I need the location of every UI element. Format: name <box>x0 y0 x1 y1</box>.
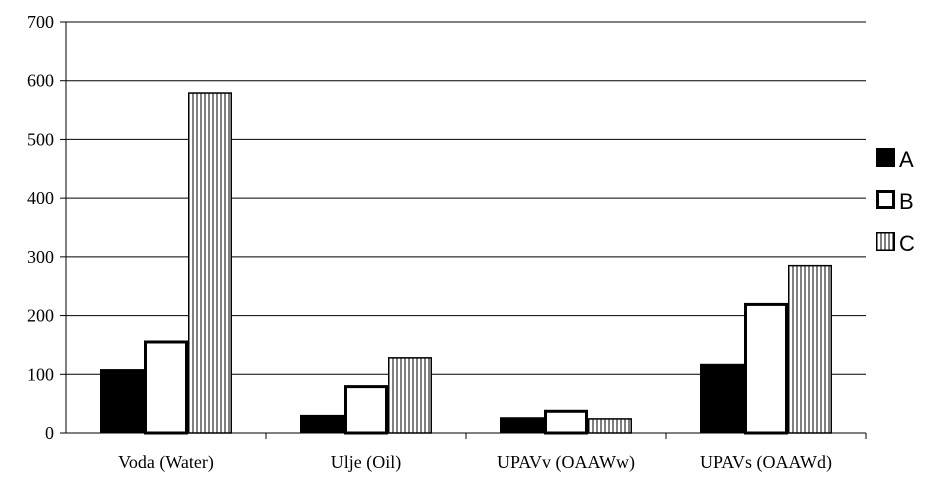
y-tick-label: 0 <box>45 423 54 443</box>
x-tick-label: UPAVv (OAAWw) <box>497 452 635 473</box>
legend-label: A <box>899 147 914 172</box>
x-tick-labels: Voda (Water) Ulje (Oil) UPAVv (OAAWw) UPAVs… <box>118 452 832 473</box>
legend-label: B <box>899 189 914 214</box>
y-tick-label: 200 <box>27 306 54 326</box>
legend-swatch-c <box>876 232 895 251</box>
bar-a-2 <box>500 417 544 434</box>
bar-a-0 <box>100 369 144 434</box>
y-tick-label: 600 <box>27 71 54 91</box>
x-tick-label: Voda (Water) <box>118 452 214 473</box>
legend: ABC <box>876 147 915 256</box>
bar-c-1 <box>388 357 432 434</box>
y-tick-labels: 0 100 200 300 400 500 600 700 <box>27 12 54 443</box>
y-tick-label: 500 <box>27 129 54 149</box>
legend-swatch-a <box>876 148 895 167</box>
y-tick-label: 700 <box>27 12 54 32</box>
bar-c-3 <box>788 264 832 434</box>
legend-swatch-b <box>876 190 895 209</box>
bar-a-1 <box>300 414 344 434</box>
y-tick-label: 300 <box>27 247 54 267</box>
bar-b-1 <box>344 385 388 435</box>
bar-a-3 <box>700 363 744 434</box>
bar-c-0 <box>188 92 232 434</box>
x-tick-label: UPAVs (OAAWd) <box>700 452 832 473</box>
bar-b-3 <box>744 302 788 435</box>
x-tick-label: Ulje (Oil) <box>331 452 401 473</box>
axes <box>60 21 867 439</box>
y-tick-label: 400 <box>27 188 54 208</box>
legend-label: C <box>899 231 915 256</box>
bar-b-0 <box>144 340 188 435</box>
bar-b-2 <box>544 409 588 435</box>
y-tick-label: 100 <box>27 364 54 384</box>
bar-c-2 <box>588 418 632 434</box>
bars <box>100 92 832 435</box>
